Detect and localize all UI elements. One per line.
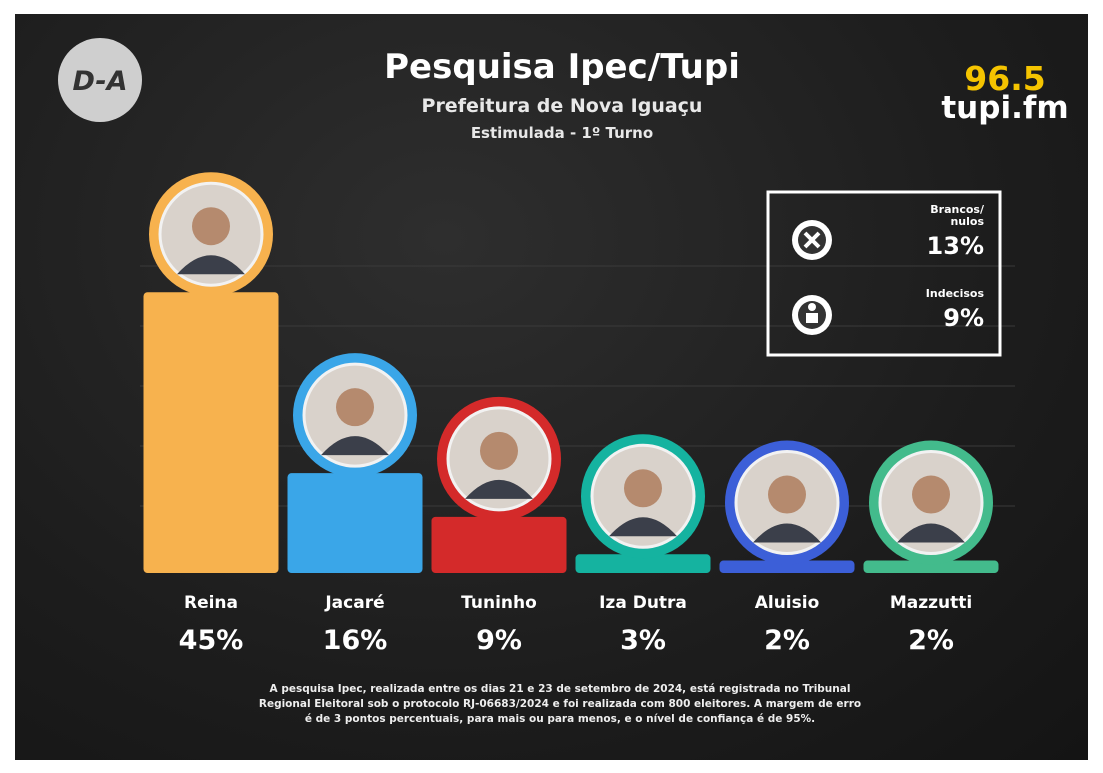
category-label: Reina	[184, 593, 238, 613]
chart-title: Pesquisa Ipec/Tupi	[384, 47, 740, 87]
bar	[144, 292, 279, 573]
value-label: 2%	[764, 625, 810, 656]
value-label: 9%	[476, 625, 522, 656]
photo-head	[192, 207, 230, 245]
footnote: é de 3 pontos percentuais, para mais ou …	[305, 713, 815, 725]
page: {"logo": {"left": "D-A", "right_top": "9…	[0, 0, 1103, 773]
value-label: 16%	[323, 625, 388, 656]
category-label: Jacaré	[324, 593, 384, 613]
photo-head	[768, 476, 806, 514]
icon-undecided	[792, 295, 832, 335]
photo-head	[624, 469, 662, 507]
value-label: 45%	[179, 625, 244, 656]
category-label: Mazzutti	[890, 593, 972, 613]
photo-head	[336, 388, 374, 426]
footnote: Regional Eleitoral sob o protocolo RJ-06…	[259, 698, 861, 710]
category-label: Tuninho	[461, 593, 537, 613]
photo-head	[480, 432, 518, 470]
chart-subtitle: Prefeitura de Nova Iguaçu	[422, 95, 703, 117]
category-label: Aluisio	[755, 593, 820, 613]
logo-text: tupi.fm	[941, 90, 1068, 126]
bar	[432, 517, 567, 573]
chart: D-A 96.5 tupi.fm Pesquisa Ipec/Tupi Pref…	[15, 14, 1088, 760]
icon-null	[792, 220, 832, 260]
stat-value: 13%	[904, 232, 984, 260]
stat-label: Indecisos	[908, 288, 984, 300]
logo-left: D-A	[58, 38, 142, 122]
logo-text: D-A	[72, 66, 127, 97]
stat-label: Brancos/ nulos	[908, 204, 984, 228]
footnote: A pesquisa Ipec, realizada entre os dias…	[270, 683, 851, 695]
bar	[288, 473, 423, 573]
stat-value: 9%	[904, 304, 984, 332]
background: D-A 96.5 tupi.fm Pesquisa Ipec/Tupi Pref…	[15, 14, 1088, 760]
value-label: 2%	[908, 625, 954, 656]
category-label: Iza Dutra	[599, 593, 687, 613]
photo-head	[912, 476, 950, 514]
chart-subtitle: Estimulada - 1º Turno	[471, 124, 653, 142]
value-label: 3%	[620, 625, 666, 656]
